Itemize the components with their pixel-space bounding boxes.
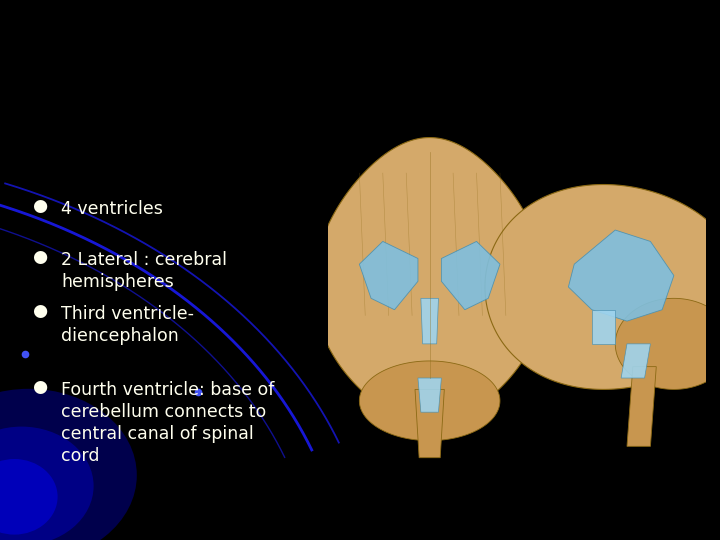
Polygon shape <box>621 344 650 378</box>
Polygon shape <box>421 298 438 344</box>
Text: Lateral
ventrioles: Lateral ventrioles <box>629 172 706 230</box>
Text: Central canal
of spinal cord: Central canal of spinal cord <box>343 390 423 416</box>
Text: Fourth
ventriole: Fourth ventriole <box>343 361 419 376</box>
Text: ●: ● <box>32 378 48 396</box>
Text: Cerebral
acueduct: Cerebral acueduct <box>343 319 420 341</box>
Polygon shape <box>441 241 500 310</box>
Text: Third ventricle-
diencephalon: Third ventricle- diencephalon <box>61 305 194 345</box>
Ellipse shape <box>0 427 94 540</box>
Text: ●: ● <box>32 302 48 320</box>
Text: Central canal
of spinal cord: Central canal of spinal cord <box>640 350 719 376</box>
Polygon shape <box>415 389 444 458</box>
Ellipse shape <box>0 389 137 540</box>
Polygon shape <box>314 138 546 422</box>
Polygon shape <box>485 185 720 389</box>
Polygon shape <box>568 230 674 321</box>
Polygon shape <box>627 367 656 447</box>
Text: (a) Anterior view: (a) Anterior view <box>436 438 506 447</box>
Text: 4 ventricles: 4 ventricles <box>61 200 163 218</box>
Text: ●: ● <box>32 248 48 266</box>
Ellipse shape <box>0 459 58 535</box>
Polygon shape <box>418 378 441 412</box>
Text: Cerebral
aqueduct: Cerebral aqueduct <box>640 275 704 301</box>
Text: Lateral
ventriole: Lateral ventriole <box>343 216 401 256</box>
Polygon shape <box>616 298 720 389</box>
Text: 2 Lateral : cerebral
hemispheres: 2 Lateral : cerebral hemispheres <box>61 251 228 291</box>
Text: (b) Left lateral view: (b) Left lateral view <box>608 438 690 447</box>
Text: Fourth ventricle: base of
cerebellum connects to
central canal of spinal
cord: Fourth ventricle: base of cerebellum con… <box>61 381 274 465</box>
Polygon shape <box>359 241 418 310</box>
Text: Third
ventriole: Third ventriole <box>621 224 703 256</box>
Text: ●: ● <box>32 197 48 215</box>
Text: Third
ventriole: Third ventriole <box>343 275 408 304</box>
Text: Fourth
ventriole: Fourth ventriole <box>633 319 703 332</box>
Polygon shape <box>592 310 616 344</box>
Polygon shape <box>359 361 500 441</box>
